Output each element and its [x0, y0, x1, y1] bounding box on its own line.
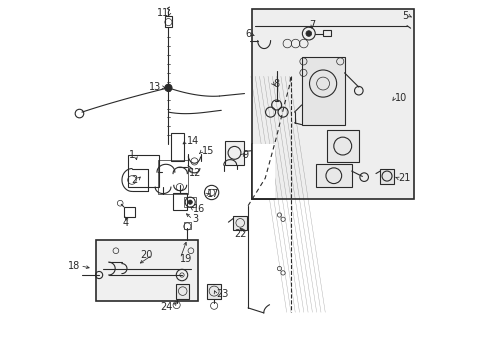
Text: 13: 13 — [149, 82, 162, 92]
Text: 23: 23 — [216, 289, 228, 299]
Bar — [158, 160, 188, 194]
Bar — [173, 193, 186, 210]
Text: 15: 15 — [201, 147, 214, 157]
Text: 9: 9 — [242, 150, 248, 160]
Text: 10: 10 — [394, 93, 406, 103]
Text: 11: 11 — [157, 8, 169, 18]
Text: 6: 6 — [245, 29, 251, 39]
Bar — [183, 222, 190, 229]
Text: 8: 8 — [272, 78, 279, 89]
Bar — [326, 130, 358, 162]
Bar — [301, 57, 344, 125]
Text: 24: 24 — [161, 302, 173, 312]
Bar — [176, 284, 189, 298]
Text: 2: 2 — [131, 175, 137, 185]
Bar — [323, 30, 330, 36]
Bar — [206, 284, 221, 298]
Text: 21: 21 — [397, 173, 409, 183]
Bar — [224, 141, 244, 165]
Text: 22: 22 — [233, 229, 246, 239]
Text: 14: 14 — [187, 136, 199, 146]
Bar — [233, 216, 247, 230]
Text: 17: 17 — [206, 189, 219, 199]
Text: 4: 4 — [122, 218, 128, 228]
Text: 16: 16 — [192, 203, 204, 213]
Text: 18: 18 — [68, 261, 80, 271]
Text: 20: 20 — [140, 250, 152, 260]
Circle shape — [188, 200, 192, 204]
Circle shape — [305, 31, 311, 36]
Bar — [184, 197, 196, 207]
Text: 12: 12 — [189, 168, 201, 178]
Bar — [171, 133, 183, 161]
Bar — [315, 164, 351, 187]
Bar — [123, 207, 135, 217]
Bar — [380, 168, 393, 184]
Bar — [96, 240, 198, 301]
Bar — [251, 9, 413, 199]
Text: 3: 3 — [192, 214, 199, 224]
Bar — [251, 144, 274, 199]
Text: 19: 19 — [180, 253, 192, 264]
Text: 5: 5 — [402, 11, 408, 21]
Text: 1: 1 — [129, 150, 135, 160]
Text: 7: 7 — [308, 19, 314, 30]
Bar — [164, 17, 172, 27]
Circle shape — [164, 84, 172, 91]
Bar — [128, 155, 159, 187]
